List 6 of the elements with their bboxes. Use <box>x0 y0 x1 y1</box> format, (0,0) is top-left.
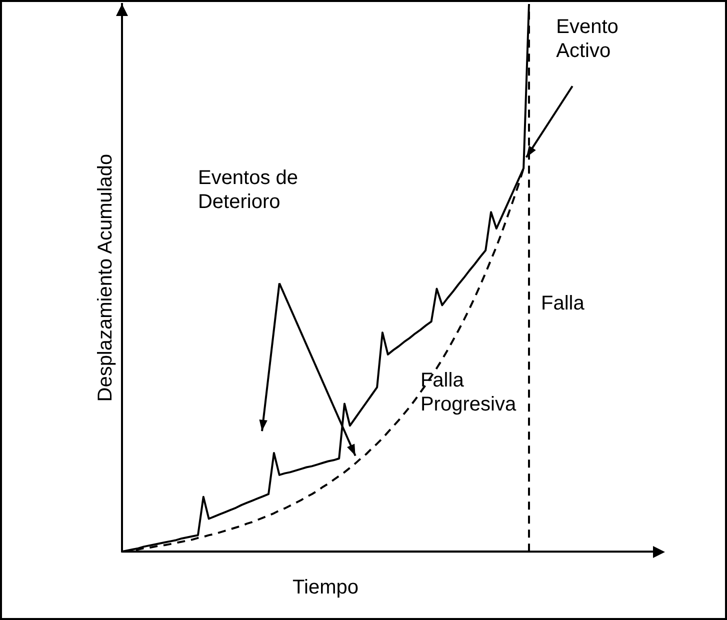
annotation: Falla Progresiva <box>420 369 517 416</box>
text: Falla <box>541 292 584 315</box>
x-axis-title: Tiempo <box>292 576 358 599</box>
text: Evento Activo <box>556 16 618 62</box>
annotation: Eventos de Deterioro <box>198 166 298 213</box>
y-axis-title: Desplazamiento Acumulado <box>94 154 117 402</box>
